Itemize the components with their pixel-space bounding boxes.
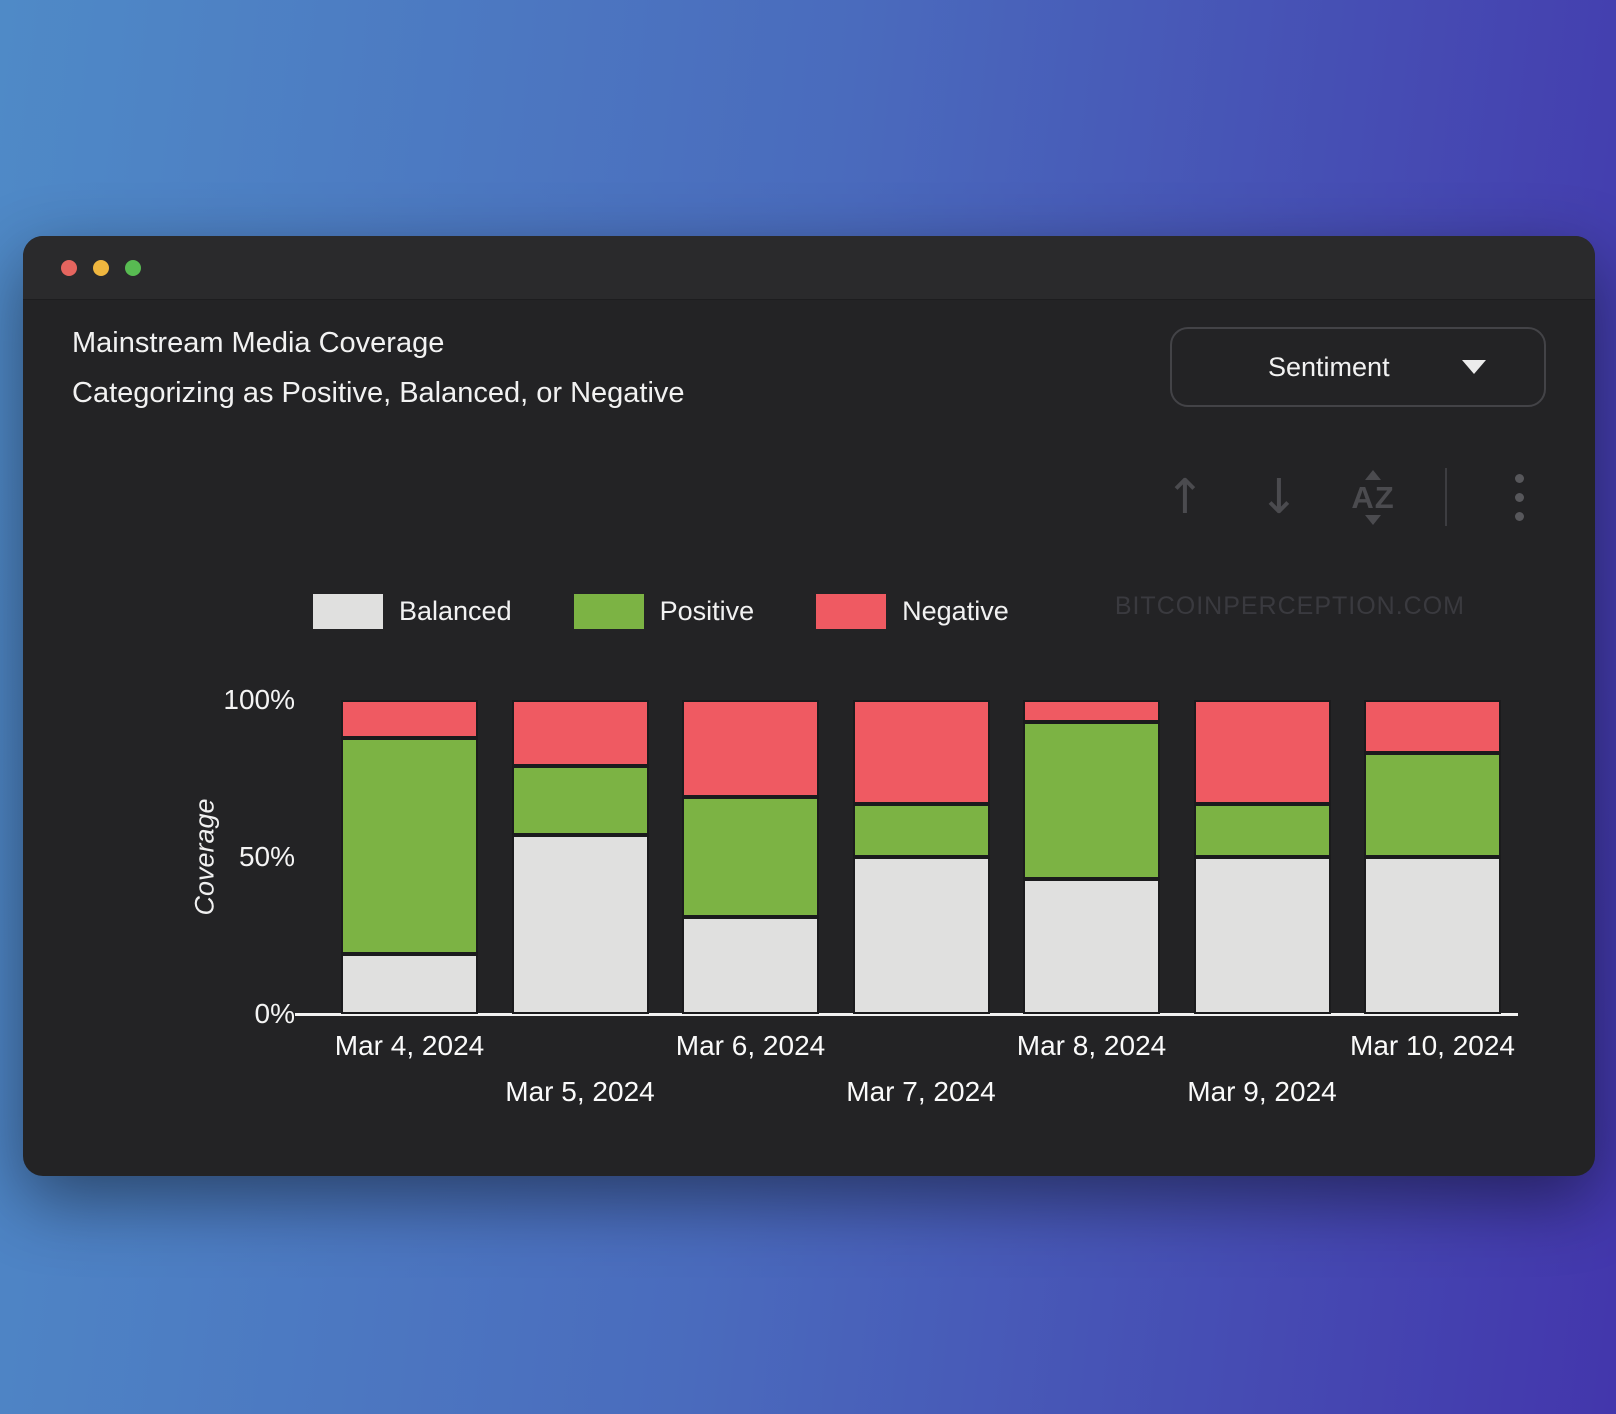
- segment-balanced: [852, 856, 990, 1014]
- sort-az-icon: AZ: [1351, 469, 1394, 525]
- chart-toolbar: ↑ ↓ AZ: [1163, 464, 1541, 530]
- x-tick-label: Mar 4, 2024: [334, 1030, 485, 1061]
- more-options-button[interactable]: [1497, 473, 1541, 521]
- segment-positive: [852, 803, 990, 857]
- sentiment-dropdown[interactable]: Sentiment: [1170, 327, 1546, 407]
- segment-balanced: [1193, 856, 1331, 1014]
- chart-legend: Balanced Positive Negative: [313, 594, 1009, 629]
- bar-mar-10-2024: [1364, 700, 1501, 1014]
- legend-swatch-negative: [816, 594, 887, 629]
- chart-header: Mainstream Media Coverage Categorizing a…: [72, 318, 685, 418]
- legend-item-balanced: Balanced: [313, 594, 512, 629]
- bar-mar-4-2024: [341, 700, 478, 1014]
- arrow-up-icon: ↑: [1164, 469, 1206, 525]
- x-tick-label: Mar 9, 2024: [1187, 1076, 1337, 1107]
- segment-negative: [682, 700, 819, 798]
- segment-balanced: [1364, 856, 1501, 1014]
- segment-positive: [341, 737, 478, 955]
- segment-negative: [1364, 700, 1501, 754]
- bar-mar-9-2024: [1193, 700, 1331, 1014]
- x-tick-label: Mar 8, 2024: [1016, 1030, 1167, 1061]
- segment-negative: [1023, 700, 1160, 722]
- legend-label: Positive: [659, 596, 755, 626]
- legend-swatch-balanced: [313, 594, 383, 629]
- legend-label: Balanced: [399, 596, 512, 626]
- close-button[interactable]: [61, 259, 77, 276]
- legend-label: Negative: [902, 596, 1009, 626]
- bar-mar-6-2024: [682, 700, 819, 1014]
- segment-negative: [1193, 700, 1331, 804]
- y-axis-ticks: 100% 50% 0%: [143, 684, 295, 1029]
- segment-negative: [511, 700, 649, 766]
- segment-positive: [682, 797, 819, 917]
- zoom-button[interactable]: [125, 259, 141, 276]
- x-tick-label: Mar 5, 2024: [505, 1076, 655, 1107]
- app-window: Mainstream Media Coverage Categorizing a…: [23, 236, 1595, 1176]
- arrow-down-icon: ↓: [1258, 469, 1300, 525]
- kebab-menu-icon: [1514, 473, 1524, 521]
- chevron-down-icon: [1462, 360, 1486, 374]
- legend-swatch-positive: [573, 594, 644, 629]
- segment-negative: [341, 700, 478, 738]
- segment-positive: [511, 765, 649, 836]
- y-tick-label: 0%: [254, 998, 295, 1029]
- legend-item-positive: Positive: [573, 594, 755, 629]
- x-axis-line: [295, 1013, 1518, 1016]
- y-tick-label: 100%: [223, 684, 295, 715]
- x-axis-ticks: Mar 4, 2024 Mar 5, 2024 Mar 6, 2024 Mar 7, …: [308, 1014, 1518, 1144]
- sort-ascending-button[interactable]: ↑: [1163, 473, 1207, 521]
- segment-positive: [1023, 721, 1160, 879]
- segment-balanced: [511, 835, 649, 1014]
- minimize-button[interactable]: [93, 259, 109, 276]
- plot-area: [295, 700, 1518, 1016]
- segment-negative: [852, 700, 990, 804]
- segment-positive: [1364, 753, 1501, 857]
- x-tick-label: Mar 10, 2024: [1350, 1030, 1515, 1061]
- watermark-text: BITCOINPERCEPTION.COM: [1114, 592, 1465, 620]
- segment-balanced: [682, 916, 819, 1014]
- page-title: Mainstream Media Coverage: [72, 327, 445, 359]
- toolbar-divider: [1445, 468, 1447, 526]
- bar-mar-8-2024: [1023, 700, 1160, 1014]
- legend-item-negative: Negative: [816, 594, 1009, 629]
- segment-balanced: [1023, 878, 1160, 1014]
- y-tick-label: 50%: [238, 841, 295, 872]
- x-tick-label: Mar 6, 2024: [675, 1030, 826, 1061]
- sort-descending-button[interactable]: ↓: [1257, 473, 1301, 521]
- bar-mar-7-2024: [852, 700, 990, 1014]
- bar-mar-5-2024: [511, 700, 649, 1014]
- page-subtitle: Categorizing as Positive, Balanced, or N…: [72, 377, 685, 409]
- segment-positive: [1193, 803, 1331, 857]
- sentiment-dropdown-label: Sentiment: [1268, 351, 1390, 382]
- segment-balanced: [341, 954, 478, 1014]
- sort-alphabetical-button[interactable]: AZ: [1351, 469, 1395, 525]
- window-titlebar[interactable]: [23, 236, 1595, 300]
- x-tick-label: Mar 7, 2024: [846, 1076, 996, 1107]
